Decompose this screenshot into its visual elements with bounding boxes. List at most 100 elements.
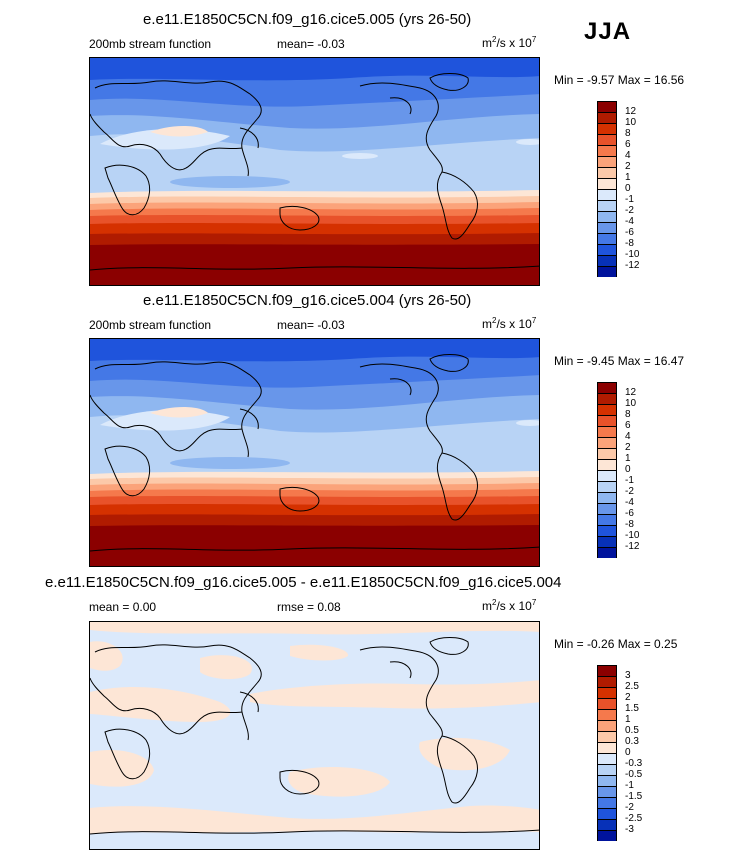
colorbar-tick-label: 10 — [625, 398, 637, 409]
map-band — [170, 176, 290, 188]
colorbar-tick-label: 2 — [625, 442, 631, 453]
panel-3-colorbar: 3 2.5 2 1.5 1 0.5 0.3 0 -0.3 -0.5 -1 -1.… — [597, 665, 657, 841]
colorbar-tick-label: -12 — [625, 260, 640, 271]
colorbar-tick-label: -1.5 — [625, 791, 643, 802]
colorbar-box — [597, 404, 617, 415]
map-band — [90, 641, 123, 671]
colorbar-tick-label: -2 — [625, 205, 634, 216]
colorbar-tick-label: -10 — [625, 249, 640, 260]
colorbar-tick-label: -4 — [625, 216, 634, 227]
colorbar-box — [597, 426, 617, 437]
map-band — [200, 655, 252, 680]
colorbar-tick-label: 2 — [625, 161, 631, 172]
colorbar-tick-label: 0 — [625, 183, 631, 194]
panel-1-title: e.e11.E1850C5CN.f09_g16.cice5.005 (yrs 2… — [143, 11, 472, 28]
colorbar-box — [597, 101, 617, 112]
colorbar-box — [597, 178, 617, 189]
panel-3-rmse-label: rmse = 0.08 — [277, 600, 341, 614]
colorbar-tick-label: 2 — [625, 692, 631, 703]
colorbar-box — [597, 731, 617, 742]
colorbar-box — [597, 244, 617, 255]
panel-1-minmax-label: Min = -9.57 Max = 16.56 — [554, 73, 685, 87]
panel-1-map-svg — [90, 58, 539, 285]
colorbar-tick-label: -8 — [625, 519, 634, 530]
colorbar-box — [597, 189, 617, 200]
colorbar-tick-label: -2.5 — [625, 813, 643, 824]
panel-1-units-label: m2/s x 107 — [482, 35, 537, 50]
colorbar-tick-label: 0 — [625, 464, 631, 475]
colorbar-tick-label: 1 — [625, 453, 631, 464]
colorbar-tick-label: 10 — [625, 117, 637, 128]
colorbar-box — [597, 145, 617, 156]
colorbar-tick-label: -0.5 — [625, 769, 643, 780]
colorbar-box — [597, 720, 617, 731]
map-band — [150, 407, 208, 418]
colorbar-box — [597, 536, 617, 547]
panel-3-map — [89, 621, 540, 850]
map-band — [419, 737, 510, 771]
colorbar-box — [597, 525, 617, 536]
colorbar-box — [597, 786, 617, 797]
colorbar-box — [597, 393, 617, 404]
map-band — [290, 644, 349, 661]
panel-3-map-svg — [90, 622, 539, 849]
map-band — [90, 525, 539, 566]
colorbar-box — [597, 382, 617, 393]
panel-2-variable-label: 200mb stream function — [89, 318, 212, 332]
map-band — [90, 622, 539, 635]
colorbar-tick-label: 1.5 — [625, 703, 639, 714]
colorbar-box — [597, 437, 617, 448]
panel-1-colorbar: 12 10 8 6 4 2 1 0 -1 -2 -4 -6 -8 -10 -12 — [597, 101, 657, 277]
panel-2-minmax-label: Min = -9.45 Max = 16.47 — [554, 354, 685, 368]
colorbar-box — [597, 233, 617, 244]
colorbar-box — [597, 687, 617, 698]
colorbar-box — [597, 211, 617, 222]
colorbar-tick-label: 2.5 — [625, 681, 639, 692]
colorbar-box — [597, 665, 617, 676]
colorbar-box — [597, 753, 617, 764]
colorbar-tick-label: 8 — [625, 409, 631, 420]
panel-2-mean-label: mean= -0.03 — [277, 318, 345, 332]
colorbar-tick-label: -10 — [625, 530, 640, 541]
panel-2-colorbar: 12 10 8 6 4 2 1 0 -1 -2 -4 -6 -8 -10 -12 — [597, 382, 657, 558]
colorbar-tick-label: 6 — [625, 420, 631, 431]
colorbar-tick-label: 12 — [625, 106, 637, 117]
colorbar-box — [597, 156, 617, 167]
colorbar-box — [597, 266, 617, 277]
map-band — [250, 680, 539, 709]
colorbar-tick-label: -8 — [625, 238, 634, 249]
colorbar-tick-label: 6 — [625, 139, 631, 150]
colorbar-box — [597, 123, 617, 134]
colorbar-box — [597, 492, 617, 503]
panel-3-minmax-label: Min = -0.26 Max = 0.25 — [554, 637, 678, 651]
colorbar-tick-label: -2 — [625, 802, 634, 813]
colorbar-tick-label: 8 — [625, 128, 631, 139]
panel-1-map — [89, 57, 540, 286]
colorbar-box — [597, 448, 617, 459]
colorbar-box — [597, 819, 617, 830]
colorbar-box — [597, 167, 617, 178]
panel-2-units-label: m2/s x 107 — [482, 316, 537, 331]
map-band — [342, 153, 378, 159]
panel-3-mean-label: mean = 0.00 — [89, 600, 157, 614]
colorbar-box — [597, 698, 617, 709]
map-band — [516, 420, 539, 426]
colorbar-box — [597, 112, 617, 123]
colorbar-tick-label: 1 — [625, 714, 631, 725]
panel-2-map-svg — [90, 339, 539, 566]
panel-1-mean-label: mean= -0.03 — [277, 37, 345, 51]
colorbar-tick-label: -0.3 — [625, 758, 643, 769]
colorbar-box — [597, 830, 617, 841]
map-band — [288, 767, 390, 797]
colorbar-tick-label: -1 — [625, 194, 634, 205]
colorbar-box — [597, 775, 617, 786]
colorbar-box — [597, 134, 617, 145]
colorbar-tick-label: 0.3 — [625, 736, 639, 747]
season-label: JJA — [584, 18, 632, 45]
colorbar-box — [597, 742, 617, 753]
colorbar-tick-label: 4 — [625, 150, 631, 161]
colorbar-tick-label: 4 — [625, 431, 631, 442]
colorbar-tick-label: -1 — [625, 475, 634, 486]
colorbar-box — [597, 415, 617, 426]
colorbar-tick-label: 3 — [625, 670, 631, 681]
